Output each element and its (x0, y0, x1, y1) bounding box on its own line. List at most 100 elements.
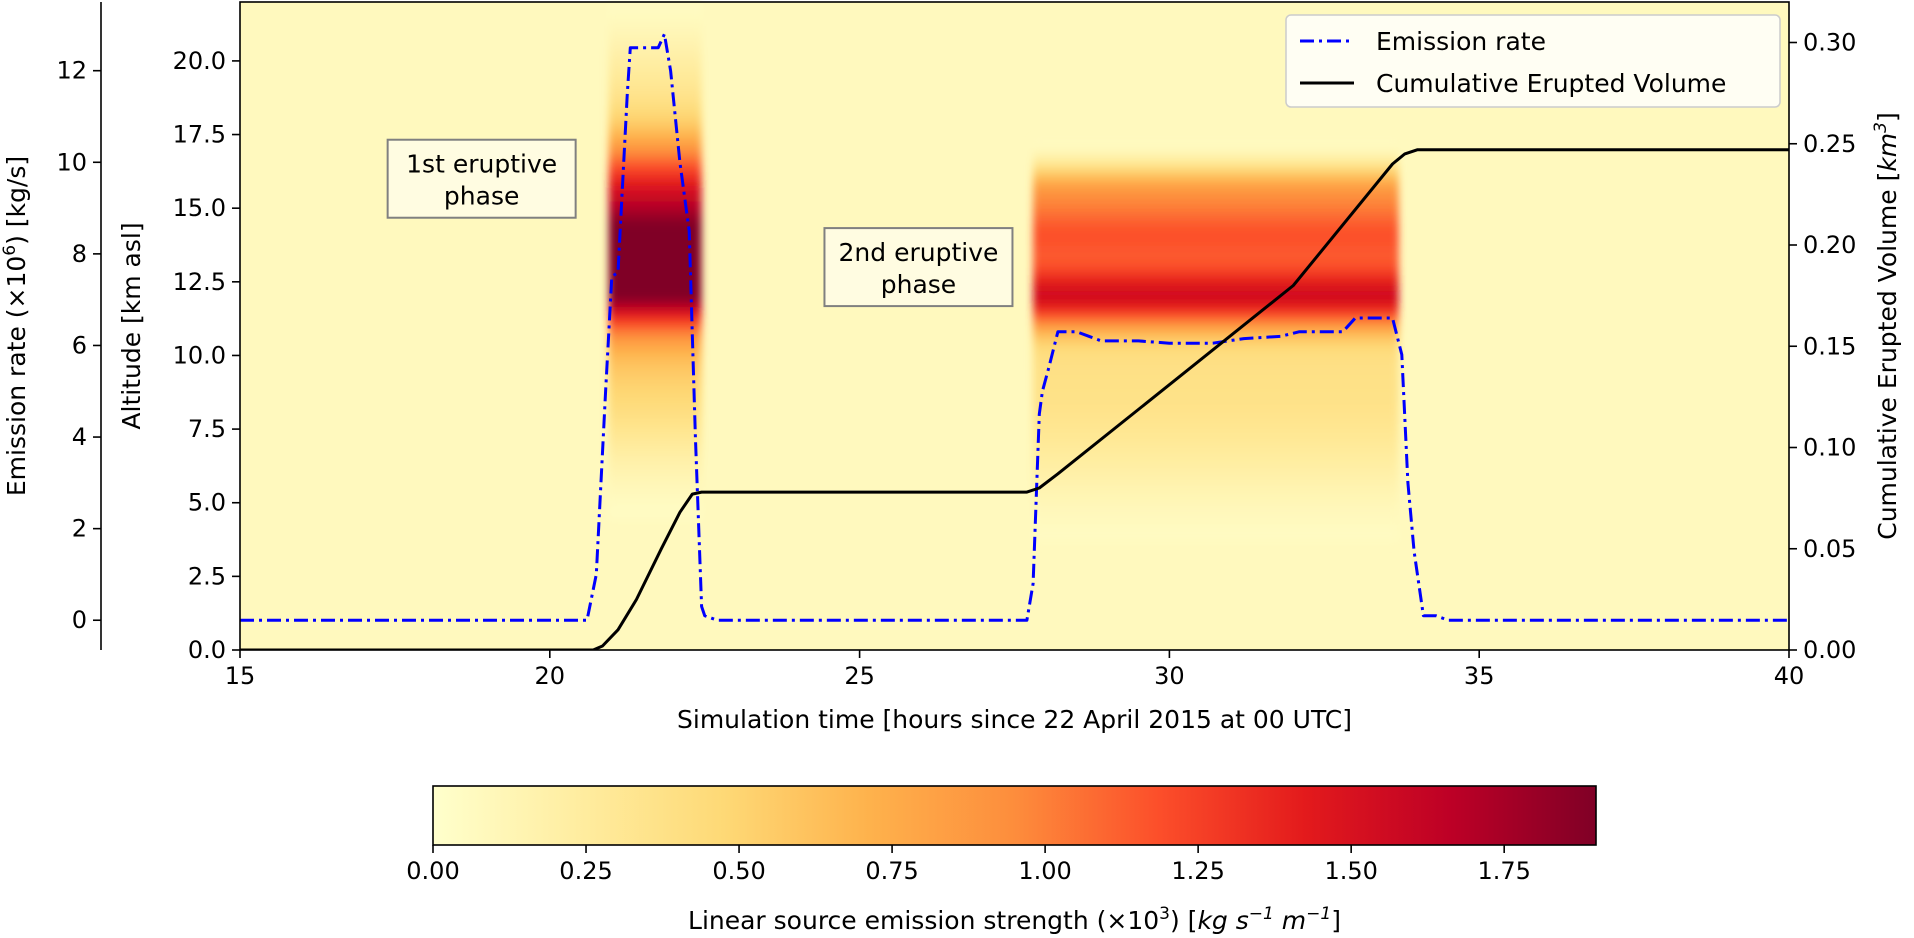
colorbar-bar (432, 785, 1597, 846)
heatmap-cell (608, 384, 702, 393)
heatmap-cell (1033, 326, 1399, 334)
heatmap-cell (608, 274, 702, 283)
x-axis-title: Simulation time [hours since 22 April 20… (677, 705, 1352, 734)
volume-ticks: 0.00 0.05 0.10 0.15 0.20 0.25 0.30 (1789, 29, 1856, 664)
heatmap-cell (608, 289, 702, 298)
heatmap-cell (608, 149, 702, 158)
heatmap-cell (1033, 480, 1399, 489)
heatmap-cell (1033, 473, 1399, 482)
heatmap-cell (1033, 318, 1399, 327)
series-layer (240, 32, 1789, 650)
heatmap-cell (1033, 245, 1399, 253)
annotation-text: 1st eruptive (406, 150, 557, 179)
heatmap-cell (608, 127, 702, 136)
heatmap-cell (1033, 267, 1399, 276)
heatmap-cell (1033, 164, 1399, 172)
emission-tick-label: 4 (72, 423, 87, 451)
legend-frame (1285, 14, 1781, 108)
heatmap-cell (1033, 281, 1399, 290)
colorbar-title-unit-mid: m (1274, 906, 1306, 935)
heatmap-cell (1033, 399, 1399, 408)
heatmap-cell (1033, 414, 1399, 423)
heatmap-cell (608, 215, 702, 224)
colorbar-tick-label: 0.75 (865, 857, 918, 885)
heatmap-cell (608, 429, 702, 438)
heatmap-cell (608, 252, 702, 261)
heatmap-cell (1033, 392, 1399, 401)
legend: Emission rate Cumulative Erupted Volume (1285, 14, 1781, 108)
altitude-axis-title: Altitude [km asl] (117, 222, 146, 429)
heatmap-cell (1033, 141, 1399, 150)
heatmap-cell (1033, 208, 1399, 217)
heatmap-cell (608, 105, 702, 114)
legend-label: Cumulative Erupted Volume (1376, 69, 1726, 98)
x-axis: 15 20 25 30 35 40 Simulation time [hours sinc… (225, 650, 1805, 734)
heatmap-cell (608, 348, 702, 357)
emission-title-main: Emission rate (×10 (2, 256, 31, 496)
heatmap-cell (608, 488, 702, 496)
emission-tick-label: 0 (72, 606, 87, 634)
heatmap-cell (608, 68, 702, 77)
colorbar-tick-label: 0.25 (559, 857, 612, 885)
plot-area (239, 1, 1790, 651)
heatmap-cell (1033, 429, 1399, 438)
volume-tick-label: 0.30 (1803, 29, 1856, 57)
heatmap-cell (608, 38, 702, 47)
emission-tick-label: 6 (72, 331, 87, 359)
heatmap-cell (1033, 259, 1399, 268)
emission-tick-label: 12 (56, 57, 87, 85)
heatmap-cell (608, 53, 702, 62)
heatmap-cell (1033, 252, 1399, 261)
x-ticks: 15 20 25 30 35 40 (225, 650, 1805, 690)
heatmap-cell (1033, 443, 1399, 452)
heatmap-cell (608, 24, 702, 33)
volume-title-tail: ] (1873, 112, 1902, 122)
heatmap-cell (1033, 510, 1399, 519)
x-tick-label: 40 (1774, 662, 1805, 690)
heatmap-cell (608, 46, 702, 55)
heatmap-cell (1033, 465, 1399, 474)
altitude-ticks: 0.0 2.5 5.0 7.5 10.0 12.5 15.0 17.5 20.0 (173, 47, 240, 664)
annotation-frame (823, 227, 1014, 308)
x-tick-label: 20 (535, 662, 566, 690)
annotation-box: 1st eruptive phase (386, 138, 577, 219)
heatmap-cell (608, 296, 702, 305)
annotations: 1st eruptive phase 2nd eruptive phase (386, 138, 1014, 308)
heatmap-cell (608, 502, 702, 511)
heatmap-cell (1033, 384, 1399, 393)
heatmap-cell (1033, 193, 1399, 202)
heatmap-cell (608, 362, 702, 371)
emission-tick-label: 8 (72, 240, 87, 268)
heatmap-cell (608, 156, 702, 165)
heatmap-cell (1033, 178, 1399, 187)
heatmap-cell (608, 90, 702, 99)
heatmap-cell (1033, 333, 1399, 342)
heatmap-cell (1033, 407, 1399, 415)
heatmap-cell (608, 200, 702, 209)
plot-frame (239, 1, 1790, 651)
heatmap-cell (1033, 186, 1399, 195)
heatmap-cell (1033, 171, 1399, 180)
altitude-tick-label: 2.5 (188, 562, 226, 590)
heatmap-cell (608, 399, 702, 408)
x-tick-label: 25 (844, 662, 875, 690)
heatmap-cell (608, 281, 702, 290)
heatmap-cell (608, 333, 702, 342)
heatmap-cell (608, 164, 702, 172)
heatmap-cell (608, 230, 702, 239)
x-tick-label: 15 (225, 662, 256, 690)
altitude-tick-label: 15.0 (173, 194, 226, 222)
x-tick-label: 30 (1154, 662, 1185, 690)
heatmap-cell (1033, 355, 1399, 364)
heatmap-cell (608, 134, 702, 143)
heatmap-cell (608, 208, 702, 217)
colorbar-title-main: Linear source emission strength (×10 (688, 906, 1159, 935)
heatmap-cell (1033, 421, 1399, 430)
heatmap-cell (608, 9, 702, 18)
heatmap-cell (608, 458, 702, 467)
colorbar-title-tail: ) [ (1170, 906, 1197, 935)
heatmap-cell (1033, 436, 1399, 445)
heatmap-cell (1033, 289, 1399, 298)
heatmap-cell (608, 407, 702, 415)
heatmap-cell (608, 311, 702, 320)
